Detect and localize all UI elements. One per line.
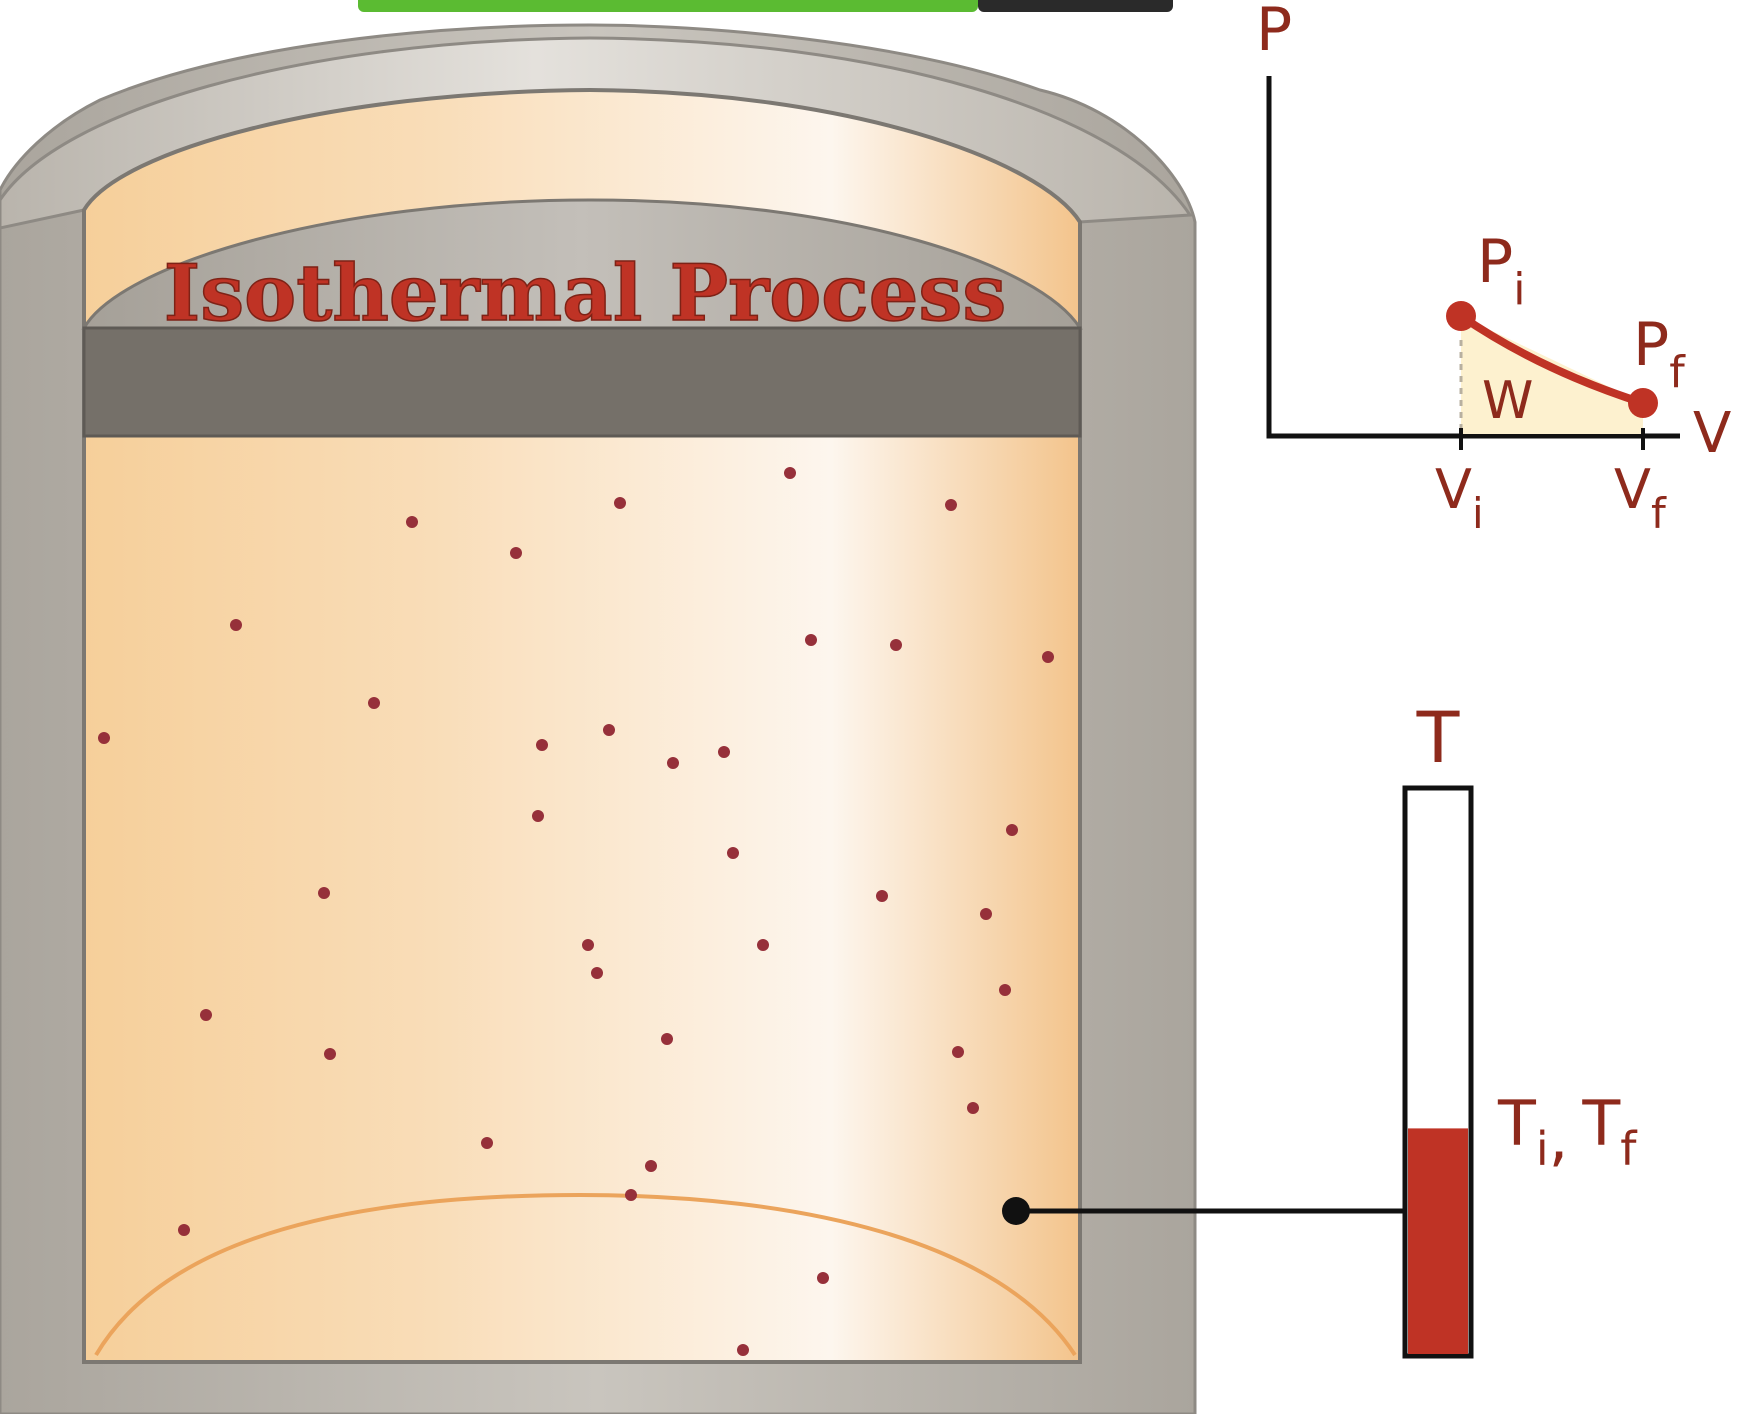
pf-sub: f [1669,347,1686,398]
vf-sub: f [1651,489,1667,538]
gas-molecule [805,634,817,646]
p-axis-label: P [1256,0,1292,65]
gas-molecule [318,887,330,899]
gas-molecule [945,499,957,511]
gas-molecule [406,516,418,528]
gas-molecule [999,984,1011,996]
gas-molecule [980,908,992,920]
gas-molecule [1042,651,1054,663]
temperature-reading-label: Ti, Tf [1497,1087,1638,1176]
thermometer: T Ti, Tf [1402,697,1638,1359]
gas-molecule [324,1048,336,1060]
vf-main: V [1614,458,1651,521]
piston [82,326,1082,438]
vf-label: Vf [1614,458,1667,538]
gas-molecule [737,1344,749,1356]
cylinder-bottom-edge [94,1192,1077,1357]
isotherm-curve [1458,312,1645,407]
gas-molecule [230,619,242,631]
ti-main: T [1497,1087,1537,1160]
tf-sub: f [1620,1122,1638,1176]
initial-state-point [1446,301,1476,331]
vi-label: Vi [1435,458,1484,538]
tf-main: T [1581,1087,1621,1160]
gas-molecule [661,1033,673,1045]
gas-molecule [876,890,888,902]
gas-molecule [614,497,626,509]
thermometer-label: T [1416,697,1460,779]
reading-separator: , [1549,1101,1569,1174]
gas-molecule [368,697,380,709]
diagram-title: Isothermal Process [164,248,1006,339]
gas-molecule [645,1160,657,1172]
gas-molecule [727,847,739,859]
ti-sub: i [1536,1122,1549,1176]
gas-molecule [890,639,902,651]
pv-graph: P V W Pi Pf Vi Vf [1256,0,1731,538]
gas-molecule [718,746,730,758]
final-state-point [1628,388,1658,418]
gas-molecule [98,732,110,744]
gas-molecule [178,1224,190,1236]
gas-molecule [532,810,544,822]
gas-molecule [582,939,594,951]
gas-molecule [757,939,769,951]
gas-molecules [98,467,1054,1356]
gas-molecule [817,1272,829,1284]
gas-molecule [591,967,603,979]
pi-label: Pi [1477,227,1525,315]
pi-sub: i [1513,264,1525,315]
gas-molecule [667,757,679,769]
v-axis-label: V [1693,401,1731,466]
pf-label: Pf [1633,310,1686,398]
gas-molecule [952,1046,964,1058]
pi-main: P [1477,227,1513,297]
thermometer-fill [1408,1128,1468,1354]
work-label: W [1482,371,1533,431]
pf-main: P [1633,310,1669,380]
gas-molecule [536,739,548,751]
gas-molecule [967,1102,979,1114]
gas-molecule [784,467,796,479]
vi-sub: i [1472,489,1484,538]
gas-molecule [1006,824,1018,836]
gas-molecule [510,547,522,559]
piston-top [81,198,1083,330]
pv-axes [1266,76,1680,439]
gas-molecule [481,1137,493,1149]
gas-molecule [603,724,615,736]
gas-molecule [200,1009,212,1021]
vi-main: V [1435,458,1472,521]
cylinder: Isothermal Process [0,23,1197,1414]
gas-molecule [625,1189,637,1201]
top-banner [358,0,1173,12]
